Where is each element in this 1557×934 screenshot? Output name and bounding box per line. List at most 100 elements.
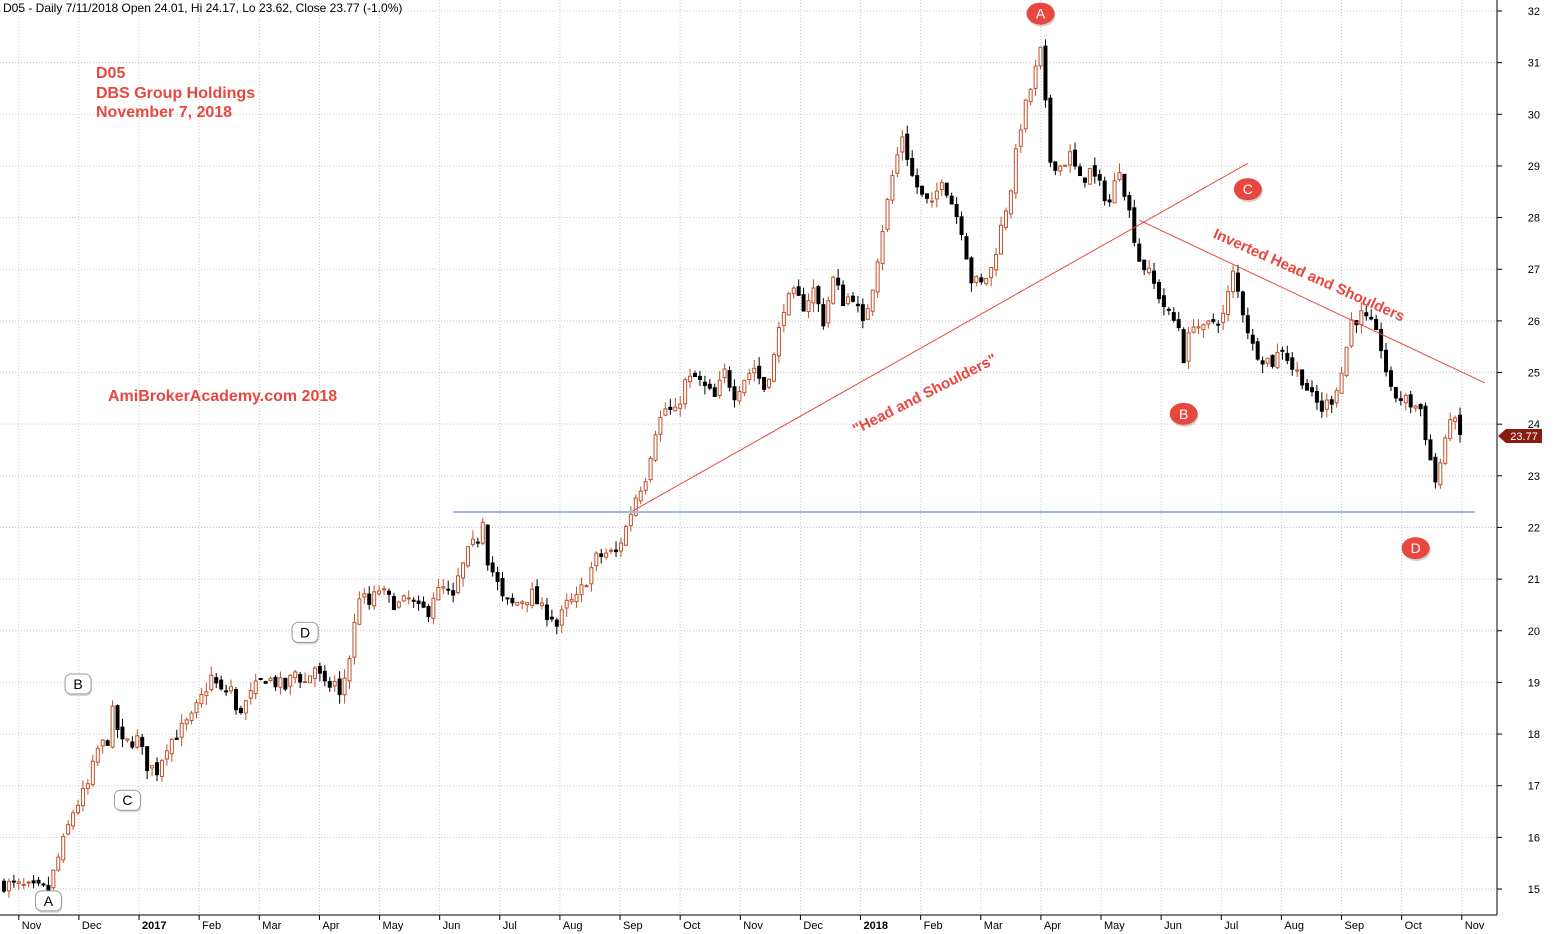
candle-body bbox=[781, 311, 786, 326]
candle-body bbox=[421, 601, 426, 608]
y-tick-label: 18 bbox=[1528, 729, 1540, 741]
candle-body bbox=[1087, 168, 1092, 185]
candle-body bbox=[717, 379, 722, 397]
candle-body bbox=[604, 552, 609, 558]
pattern-marker: A bbox=[34, 890, 63, 913]
candle-body bbox=[243, 700, 248, 714]
candle-body bbox=[1438, 462, 1443, 486]
candle-body bbox=[855, 303, 860, 307]
candle-body bbox=[327, 680, 332, 688]
chart-grid bbox=[0, 0, 1497, 915]
candle-body bbox=[831, 276, 836, 304]
x-month-label: Mar bbox=[984, 920, 1003, 932]
candle-body bbox=[85, 783, 90, 789]
candle-body bbox=[1403, 394, 1408, 404]
y-tick-label: 27 bbox=[1528, 264, 1540, 276]
candle-body bbox=[248, 690, 253, 699]
candle-body bbox=[174, 737, 179, 740]
candle-body bbox=[308, 675, 313, 684]
candle-body bbox=[322, 670, 327, 682]
candle-body bbox=[791, 287, 796, 295]
candle-body bbox=[1428, 439, 1433, 461]
candle-body bbox=[846, 296, 851, 305]
marker-label: B bbox=[73, 676, 82, 692]
candle-body bbox=[885, 198, 890, 230]
y-tick-label: 29 bbox=[1528, 161, 1540, 173]
candle-body bbox=[905, 133, 910, 160]
candle-body bbox=[1260, 360, 1265, 365]
x-month-label: Nov bbox=[22, 920, 42, 932]
candle-body bbox=[1443, 437, 1448, 464]
candle-body bbox=[1082, 177, 1087, 183]
candle-body bbox=[559, 609, 564, 626]
candle-body bbox=[1152, 270, 1157, 284]
candle-body bbox=[1142, 259, 1147, 271]
x-month-label: Feb bbox=[202, 920, 221, 932]
marker-label: A bbox=[1036, 6, 1046, 22]
candle-body bbox=[574, 594, 579, 603]
x-month-label: Apr bbox=[1044, 920, 1061, 932]
candle-body bbox=[461, 562, 466, 579]
candle-body bbox=[648, 457, 653, 481]
candle-body bbox=[1300, 369, 1305, 386]
candle-body bbox=[317, 666, 322, 674]
candle-body bbox=[1393, 386, 1398, 399]
x-month-label: Dec bbox=[803, 920, 823, 932]
candle-body bbox=[707, 383, 712, 389]
candle-body bbox=[1275, 351, 1280, 369]
candle-body bbox=[21, 883, 26, 886]
candle-body bbox=[194, 702, 199, 714]
candle-body bbox=[1023, 99, 1028, 130]
candle-body bbox=[342, 677, 347, 696]
candle-body bbox=[416, 600, 421, 605]
candle-body bbox=[1221, 312, 1226, 323]
candle-body bbox=[6, 880, 11, 892]
pattern-marker: B bbox=[64, 673, 93, 696]
candle-body bbox=[312, 667, 317, 679]
candle-body bbox=[1418, 403, 1423, 410]
candle-body bbox=[1235, 272, 1240, 292]
candle-body bbox=[258, 677, 263, 680]
y-tick-label: 31 bbox=[1528, 58, 1540, 70]
candle-body bbox=[362, 593, 367, 598]
candle-body bbox=[475, 541, 480, 544]
candle-body bbox=[520, 601, 525, 604]
candle-body bbox=[1369, 316, 1374, 320]
candle-body bbox=[1008, 190, 1013, 215]
candle-body bbox=[199, 694, 204, 705]
candle-body bbox=[1388, 370, 1393, 387]
candle-body bbox=[757, 365, 762, 379]
candle-body bbox=[816, 286, 821, 305]
candle-body bbox=[920, 185, 925, 195]
y-tick-label: 26 bbox=[1528, 316, 1540, 328]
candle-body bbox=[140, 736, 145, 748]
candle-body bbox=[263, 681, 268, 684]
x-month-label: Jun bbox=[443, 920, 461, 932]
candle-body bbox=[426, 605, 431, 618]
trendline bbox=[1139, 219, 1485, 384]
candle-body bbox=[229, 686, 234, 692]
candle-body bbox=[1364, 312, 1369, 317]
candle-body bbox=[1339, 372, 1344, 394]
y-tick-label: 19 bbox=[1528, 677, 1540, 689]
chart-markers: A B C D A B C D bbox=[34, 2, 1431, 913]
candle-body bbox=[678, 403, 683, 409]
marker-bubble bbox=[1169, 402, 1198, 425]
candle-body bbox=[811, 287, 816, 304]
candle-body bbox=[401, 595, 406, 602]
candle-body bbox=[786, 293, 791, 316]
y-tick-label: 32 bbox=[1528, 6, 1540, 18]
candle-body bbox=[1196, 326, 1201, 329]
candle-body bbox=[959, 216, 964, 235]
candle-body bbox=[984, 278, 989, 285]
candle-body bbox=[273, 676, 278, 688]
candle-body bbox=[1033, 65, 1038, 89]
candle-body bbox=[1073, 149, 1078, 167]
candle-body bbox=[189, 712, 194, 722]
marker-label: C bbox=[122, 792, 132, 808]
symbol-label: D05 bbox=[96, 65, 126, 82]
candle-body bbox=[31, 880, 36, 884]
pattern-marker: B bbox=[1169, 402, 1199, 427]
candle-body bbox=[693, 372, 698, 378]
candle-body bbox=[1344, 346, 1349, 377]
